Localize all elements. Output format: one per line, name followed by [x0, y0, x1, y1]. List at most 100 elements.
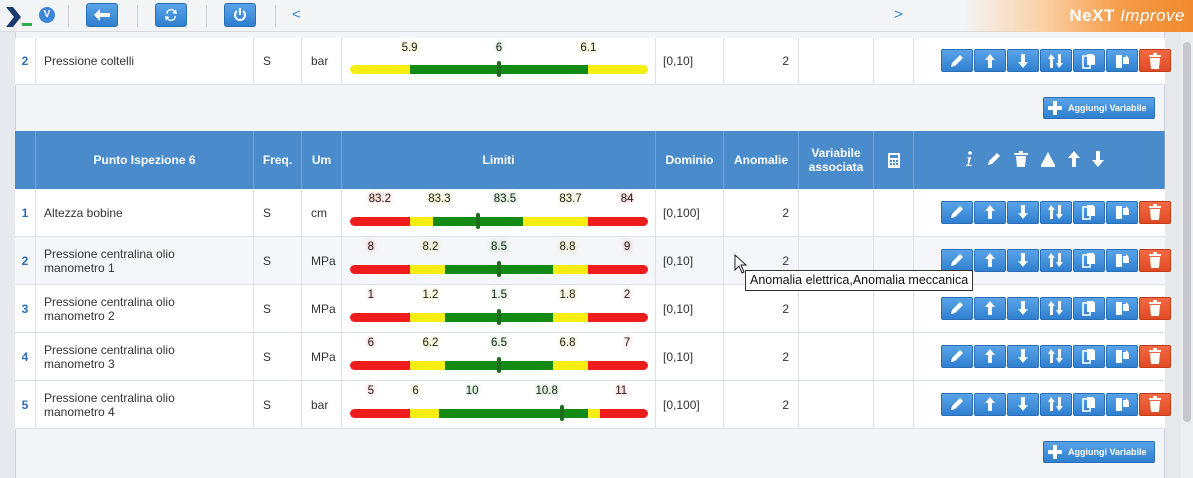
anomalie-count[interactable]: 2	[724, 381, 799, 428]
variable-name: Pressione centralina olio manometro 3	[36, 333, 254, 380]
arrow-down-icon	[1018, 253, 1028, 267]
swap-button[interactable]	[1040, 49, 1072, 72]
arrow-up-button[interactable]	[974, 49, 1006, 72]
copy-button[interactable]	[1073, 248, 1105, 272]
trash-button[interactable]	[1139, 200, 1171, 224]
add-variable-button[interactable]: Aggiungi Variabile	[1043, 97, 1155, 119]
prev-page-link[interactable]: <	[292, 6, 301, 23]
paste-button[interactable]	[1106, 49, 1138, 72]
paste-button[interactable]	[1106, 200, 1138, 224]
arrow-up-button[interactable]	[974, 200, 1006, 224]
arrow-down-button[interactable]	[1007, 49, 1039, 72]
variabile-associata	[799, 237, 874, 284]
toolbar-separator	[68, 5, 69, 27]
arrow-down-button[interactable]	[1007, 296, 1039, 320]
limit-label: 7	[623, 337, 631, 349]
pencil-button[interactable]	[941, 49, 973, 72]
arrow-up-button[interactable]	[974, 392, 1006, 416]
paste-button[interactable]	[1106, 392, 1138, 416]
pencil-button[interactable]	[941, 296, 973, 320]
copy-button[interactable]	[1073, 49, 1105, 72]
pencil-icon[interactable]	[986, 151, 1002, 167]
arrow-up-button[interactable]	[974, 248, 1006, 272]
pencil-icon	[951, 54, 963, 67]
calculator-icon[interactable]	[887, 152, 900, 168]
anomalie-count[interactable]: 2	[724, 333, 799, 380]
refresh-button[interactable]	[155, 3, 187, 27]
copy-button[interactable]	[1073, 344, 1105, 368]
trash-button[interactable]	[1139, 248, 1171, 272]
limits-cell: 6 6.2 6.5 6.8 7	[342, 333, 656, 380]
arrow-up-button[interactable]	[974, 344, 1006, 368]
row-number: 2	[15, 237, 36, 284]
domain: [0,100]	[656, 381, 724, 428]
pencil-button[interactable]	[941, 392, 973, 416]
swap-button[interactable]	[1040, 200, 1072, 224]
pencil-button[interactable]	[941, 344, 973, 368]
variabile-associata	[799, 38, 874, 84]
limit-bar-segment	[588, 409, 601, 418]
anomalie-count[interactable]: 2	[724, 189, 799, 236]
add-variable-button-2[interactable]: Aggiungi Variabile	[1043, 441, 1155, 463]
limit-bar-segment	[409, 409, 440, 418]
arrow-up-button[interactable]	[974, 296, 1006, 320]
paste-button[interactable]	[1106, 296, 1138, 320]
pencil-button[interactable]	[941, 248, 973, 272]
arrow-down-button[interactable]	[1007, 392, 1039, 416]
next-page-link[interactable]: >	[894, 6, 903, 23]
limit-label: 8.2	[422, 241, 439, 253]
back-button[interactable]	[86, 3, 118, 27]
domain: [0,100]	[656, 189, 724, 236]
power-button[interactable]	[224, 3, 256, 27]
copy-button[interactable]	[1073, 296, 1105, 320]
swap-button[interactable]	[1040, 392, 1072, 416]
arrow-down-icon[interactable]	[1092, 151, 1104, 167]
anomalie-count[interactable]: 2	[724, 38, 799, 84]
anomalie-count[interactable]: 2	[724, 285, 799, 332]
info-icon[interactable]	[964, 151, 974, 167]
limit-marker	[476, 213, 481, 229]
pencil-icon	[951, 206, 963, 218]
copy-icon	[1082, 53, 1095, 69]
limit-label: 84	[620, 193, 634, 205]
limit-bar-segment	[439, 409, 589, 418]
arrow-up-icon[interactable]	[1068, 151, 1080, 167]
variable-name-line-2: manometro 3	[44, 357, 115, 371]
scrollbar-thumb[interactable]	[1183, 42, 1191, 422]
pencil-button[interactable]	[941, 200, 973, 224]
arrow-down-icon	[1018, 349, 1028, 363]
trash-button[interactable]	[1139, 392, 1171, 416]
arrow-up-icon	[985, 397, 995, 411]
paste-button[interactable]	[1106, 344, 1138, 368]
vertical-scrollbar[interactable]	[1181, 32, 1193, 478]
limit-label: 2	[623, 289, 631, 301]
warning-upload-icon[interactable]	[1040, 151, 1056, 167]
arrow-down-button[interactable]	[1007, 248, 1039, 272]
anomalie-count[interactable]: 2	[724, 237, 799, 284]
trash-button[interactable]	[1139, 344, 1171, 368]
limit-label: 9	[623, 241, 631, 253]
arrow-down-button[interactable]	[1007, 344, 1039, 368]
swap-button[interactable]	[1040, 296, 1072, 320]
copy-button[interactable]	[1073, 200, 1105, 224]
pencil-icon	[951, 254, 963, 266]
limit-bar-segment	[600, 409, 648, 418]
trash-button[interactable]	[1139, 49, 1171, 72]
trash-icon[interactable]	[1014, 151, 1028, 167]
limits-cell: 5 6 10 10.8 11	[342, 381, 656, 428]
limit-label: 6.2	[422, 337, 439, 349]
limit-label: 5	[367, 385, 375, 397]
copy-button[interactable]	[1073, 392, 1105, 416]
variable-name-line-2: manometro 4	[44, 405, 115, 419]
arrow-down-button[interactable]	[1007, 200, 1039, 224]
trash-button[interactable]	[1139, 296, 1171, 320]
version-badge[interactable]: V	[39, 7, 55, 23]
swap-button[interactable]	[1040, 248, 1072, 272]
swap-button[interactable]	[1040, 344, 1072, 368]
domain: [0,10]	[656, 237, 724, 284]
chevron-logo-icon[interactable]	[5, 5, 33, 29]
swap-icon	[1048, 301, 1063, 315]
paste-button[interactable]	[1106, 248, 1138, 272]
trash-icon	[1149, 396, 1161, 412]
